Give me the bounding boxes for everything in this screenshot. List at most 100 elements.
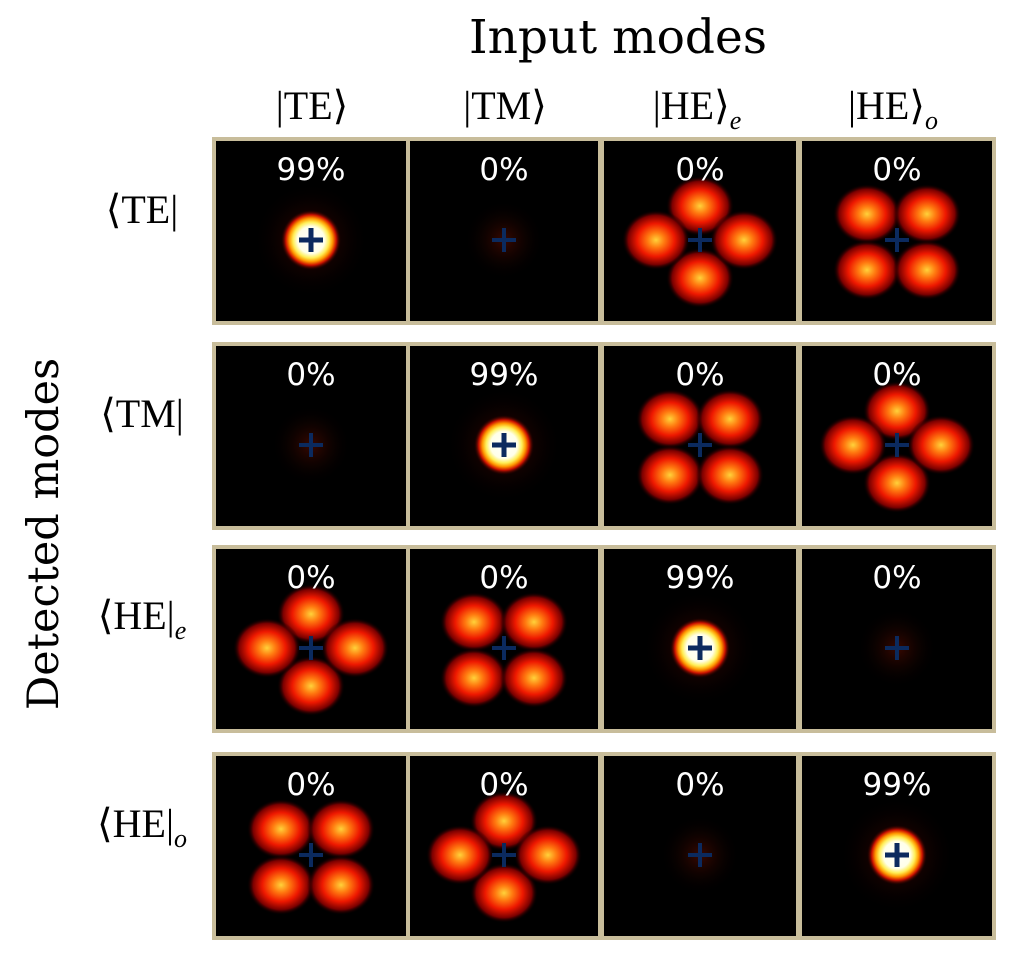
overlap-percentage: 0% [286, 560, 336, 596]
mode-lobe [247, 799, 315, 859]
center-cross-icon [885, 228, 909, 252]
mode-lobe [500, 648, 568, 708]
detected-modes-label: Detected modes [19, 357, 69, 711]
intensity-pattern [819, 381, 975, 513]
mode-lobe [277, 584, 345, 644]
intensity-pattern [426, 791, 582, 923]
mode-cell: 99% [604, 549, 796, 729]
row-label-4-text: ⟨HE| [97, 801, 174, 846]
mode-lobe [666, 176, 734, 236]
center-cross-icon [688, 636, 712, 660]
mode-lobe [833, 240, 901, 300]
overlap-percentage: 99% [276, 152, 346, 188]
mode-lobe [893, 184, 961, 244]
center-cross-icon [299, 636, 323, 660]
center-cross-icon [885, 843, 909, 867]
intensity-pattern [233, 584, 389, 716]
mode-cell: 0% [802, 549, 992, 729]
mode-cell: 0% [802, 346, 992, 526]
intensity-pattern [833, 184, 961, 300]
mode-row-4: 0% 0% 0% 99% [212, 752, 996, 940]
row-label-3: ⟨HE|e [72, 592, 212, 646]
row-label-1-text: ⟨TE| [105, 187, 179, 232]
mode-lobe [666, 248, 734, 308]
mode-cell: 0% [802, 141, 992, 321]
center-cross-icon [492, 843, 516, 867]
center-cross-icon [688, 843, 712, 867]
column-label-4-text: |HE⟩ [848, 83, 925, 128]
mode-cell: 0% [216, 549, 406, 729]
row-label-2: ⟨TM| [72, 390, 212, 437]
center-cross-icon [299, 433, 323, 457]
center-cross-icon [299, 843, 323, 867]
center-cross-icon [688, 228, 712, 252]
mode-cell: 0% [410, 141, 598, 321]
mode-lobe [470, 791, 538, 851]
mode-lobe [440, 592, 508, 652]
mode-lobe [470, 863, 538, 923]
mode-lobe [863, 381, 931, 441]
row-label-4: ⟨HE|o [72, 800, 212, 854]
center-cross-icon [885, 636, 909, 660]
center-cross-icon [885, 433, 909, 457]
mode-lobe [514, 825, 582, 885]
mode-lobe [636, 389, 704, 449]
intensity-pattern [622, 176, 778, 308]
overlap-percentage: 0% [675, 767, 725, 803]
intensity-pattern [440, 592, 568, 708]
overlap-percentage: 0% [675, 357, 725, 393]
intensity-pattern [247, 799, 375, 915]
mode-lobe [710, 210, 778, 270]
mode-lobe [277, 656, 345, 716]
mode-lobe [893, 240, 961, 300]
row-label-3-text: ⟨HE| [97, 593, 175, 638]
mode-lobe [307, 855, 375, 915]
mode-cell: 0% [604, 756, 796, 936]
mode-cell: 0% [216, 756, 406, 936]
overlap-percentage: 0% [286, 357, 336, 393]
mode-row-2: 0% 99% 0% 0% [212, 342, 996, 530]
column-label-1-text: |TE⟩ [275, 83, 349, 128]
overlap-percentage: 0% [872, 357, 922, 393]
mode-lobe [440, 648, 508, 708]
overlap-percentage: 0% [286, 767, 336, 803]
row-label-1: ⟨TE| [72, 186, 212, 233]
mode-cell: 99% [216, 141, 406, 321]
overlap-percentage: 0% [872, 152, 922, 188]
mode-lobe [833, 184, 901, 244]
row-label-4-subscript: o [173, 824, 187, 853]
mode-cell: 99% [802, 756, 992, 936]
overlap-percentage: 0% [479, 560, 529, 596]
column-label-3-text: |HE⟩ [652, 83, 730, 128]
mode-lobe [233, 618, 301, 678]
mode-cell: 0% [410, 549, 598, 729]
center-cross-icon [492, 433, 516, 457]
column-label-4-subscript: o [924, 106, 938, 135]
overlap-percentage: 0% [479, 152, 529, 188]
column-label-4: |HE⟩o [798, 82, 988, 136]
mode-lobe [307, 799, 375, 859]
mode-row-1: 99% 0% 0% 0% [212, 137, 996, 325]
mode-cell: 0% [410, 756, 598, 936]
mode-lobe [863, 453, 931, 513]
mode-cell: 0% [216, 346, 406, 526]
mode-lobe [819, 415, 887, 475]
mode-lobe [247, 855, 315, 915]
mode-lobe [636, 445, 704, 505]
mode-cell: 0% [604, 141, 796, 321]
mode-row-3: 0% 0% 99% 0% [212, 545, 996, 733]
overlap-percentage: 99% [665, 560, 735, 596]
mode-lobe [696, 389, 764, 449]
mode-lobe [321, 618, 389, 678]
column-label-2-text: |TM⟩ [463, 83, 547, 128]
row-label-3-subscript: e [174, 616, 187, 645]
intensity-pattern [839, 797, 955, 913]
row-label-2-text: ⟨TM| [100, 391, 184, 436]
intensity-pattern [660, 815, 740, 895]
column-label-3: |HE⟩e [602, 82, 792, 136]
center-cross-icon [492, 636, 516, 660]
column-label-1: |TE⟩ [217, 82, 407, 129]
overlap-percentage: 99% [862, 767, 932, 803]
column-label-2: |TM⟩ [410, 82, 600, 129]
mode-lobe [696, 445, 764, 505]
